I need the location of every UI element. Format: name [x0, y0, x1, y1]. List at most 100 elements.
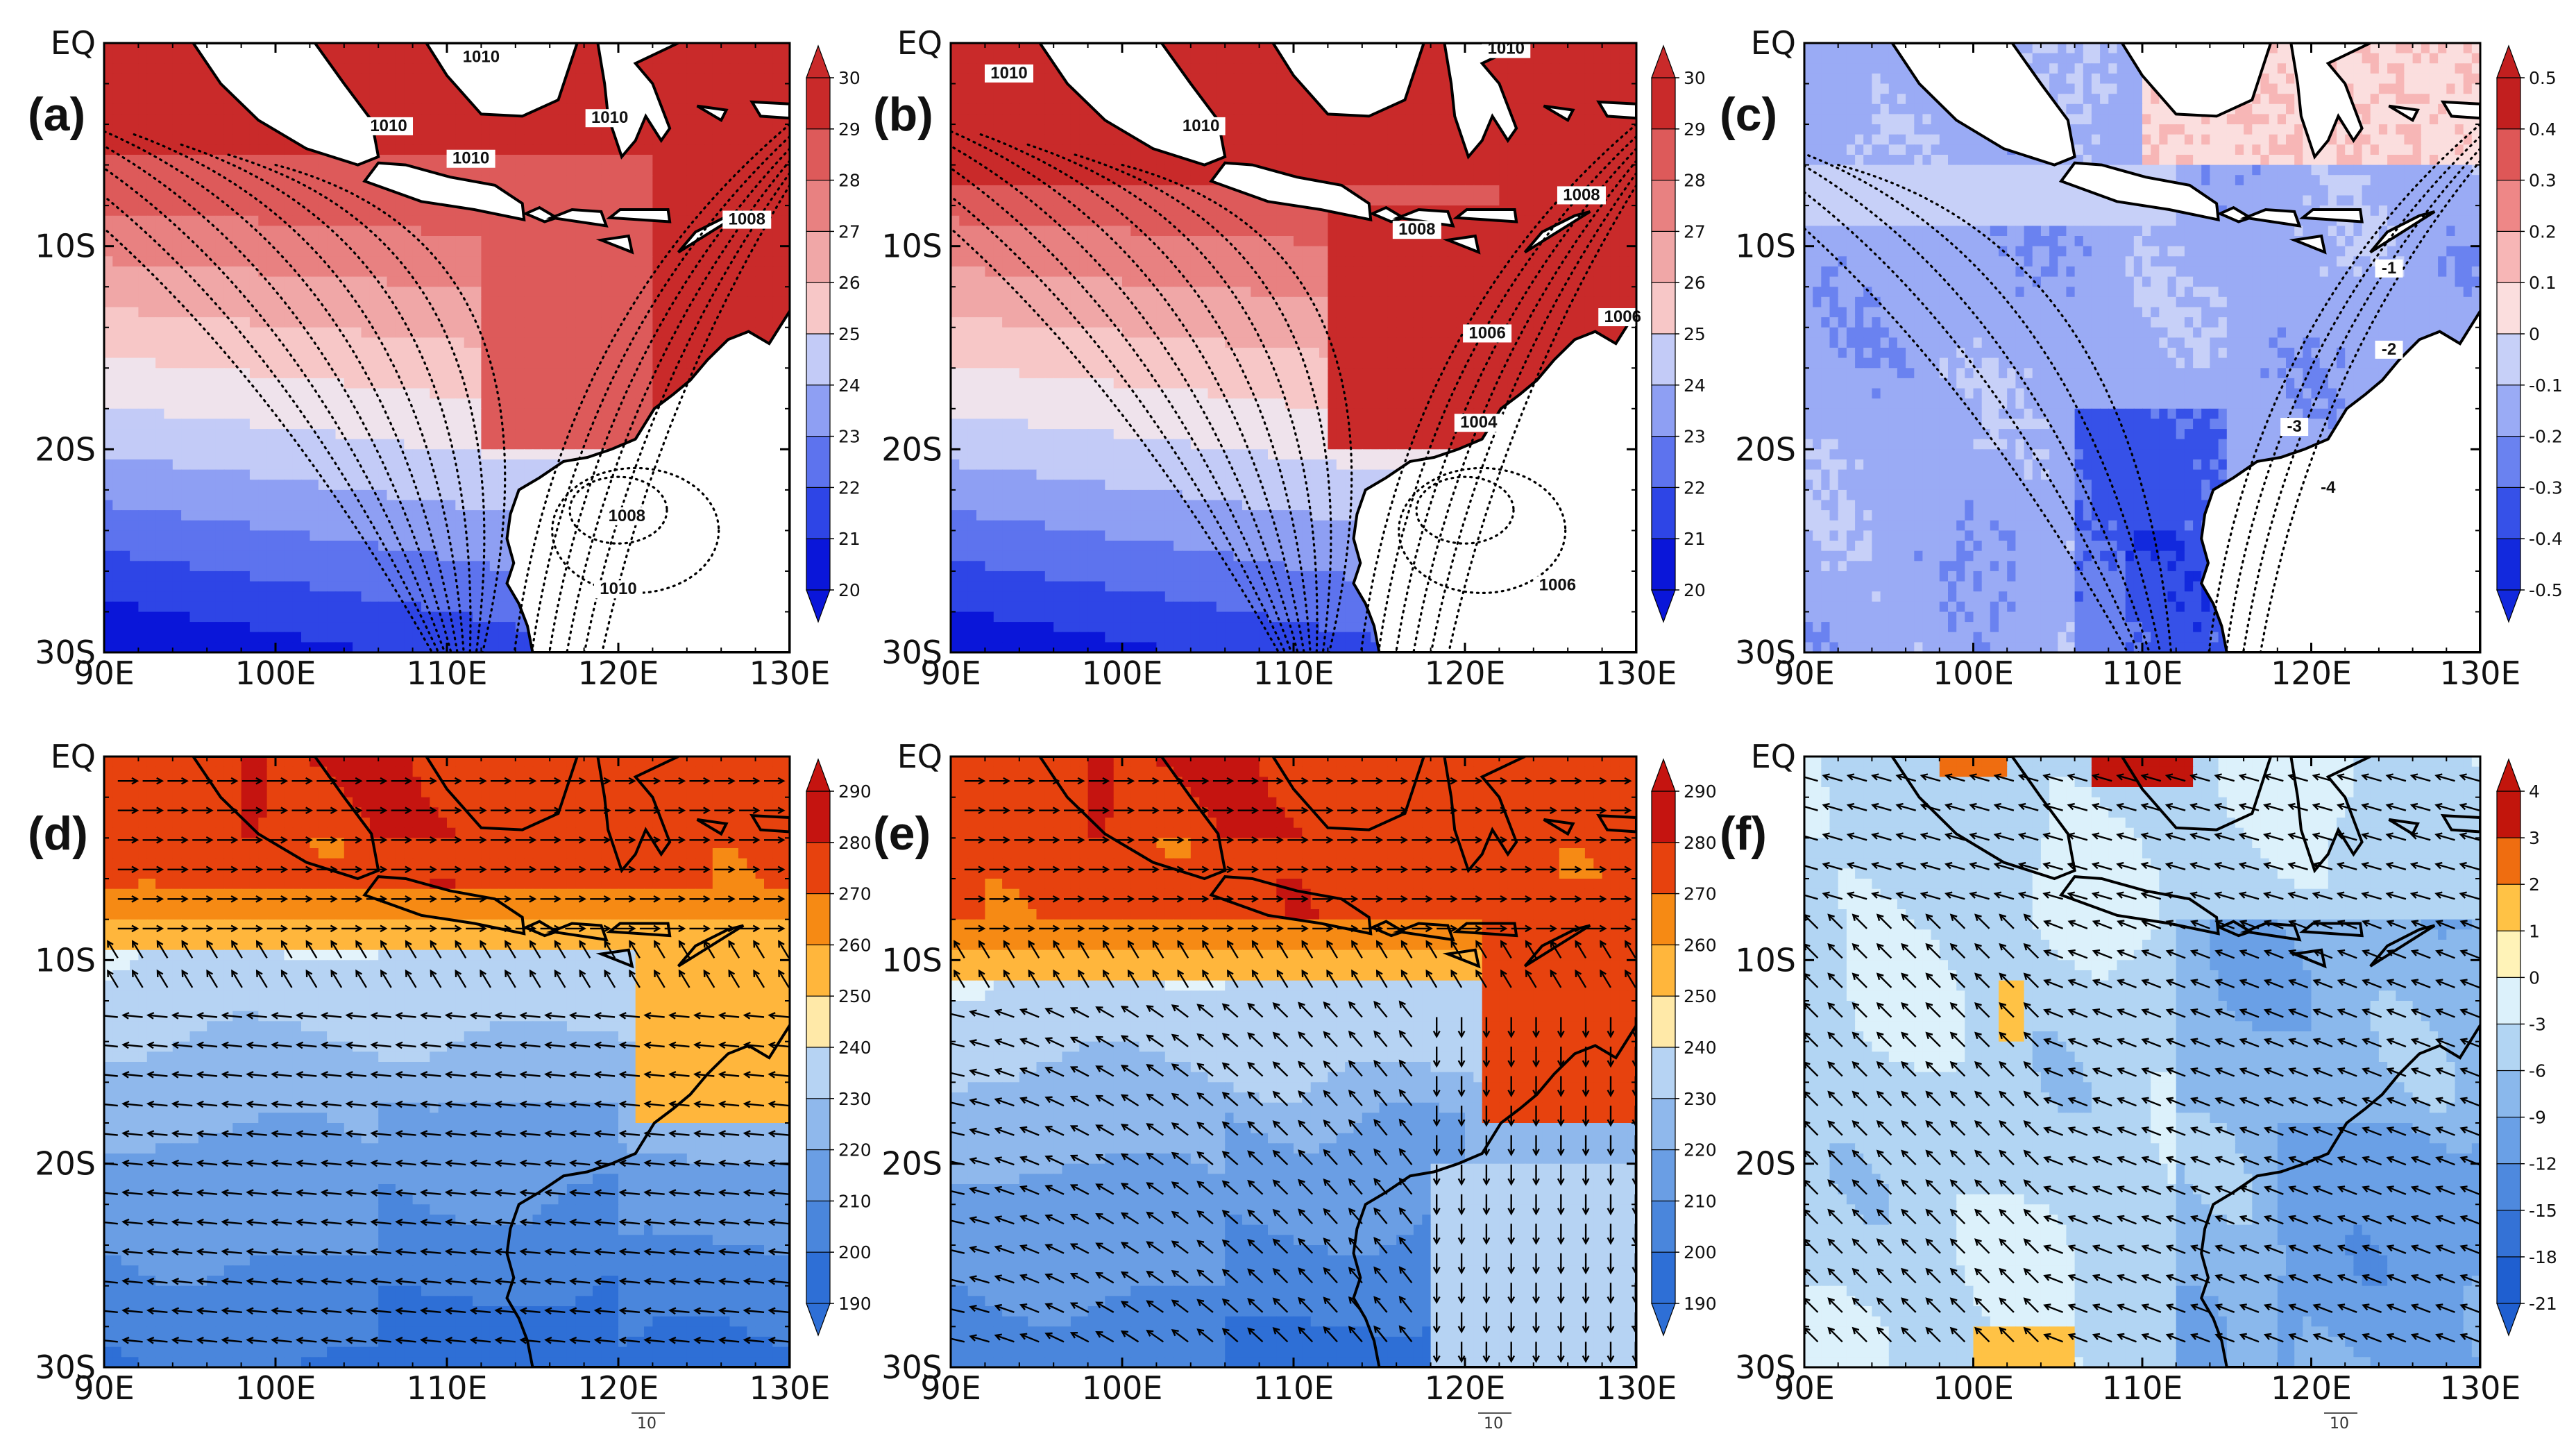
colorbar-segment: [1651, 230, 1676, 284]
colorbar-segment: [2496, 837, 2521, 886]
colorbar-label: 260: [838, 935, 872, 955]
island-6: [1523, 924, 1591, 967]
colorbar-segment: [1651, 128, 1676, 181]
colorbar-segment: [806, 1200, 831, 1253]
colorbar-label: 0: [2529, 324, 2540, 344]
colorbar-bottom-triangle: [806, 589, 831, 623]
lon-tick-label: 90E: [1774, 1369, 1835, 1407]
colorbar-segment: [2496, 385, 2521, 437]
colorbar: 30 29 28 27 26 25 24 23 22 21 20: [1651, 44, 1706, 623]
lat-tick-label: 30S: [881, 1349, 942, 1386]
lat-tick-label: EQ: [51, 738, 96, 775]
colorbar-bottom-triangle: [1651, 589, 1676, 623]
lon-tick-label: 110E: [407, 654, 488, 692]
colorbar-label: 0: [2529, 967, 2540, 988]
contour-label: 1008: [729, 210, 765, 229]
lat-tick-label: EQ: [1751, 24, 1796, 62]
colorbar-label: 190: [838, 1294, 872, 1314]
island-4: [1452, 922, 1518, 938]
colorbar-label: 0.5: [2529, 68, 2557, 88]
colorbar-segment: [1651, 893, 1676, 946]
colorbar-bottom-triangle: [2496, 1303, 2521, 1337]
colorbar-label: 25: [838, 324, 861, 344]
contour-label: 1010: [370, 117, 407, 135]
contour-label: 1010: [600, 580, 636, 598]
shaded-field: [104, 757, 790, 1367]
lat-tick-label: EQ: [51, 24, 96, 62]
lon-tick-label: 110E: [2102, 1369, 2183, 1407]
island-9: [1543, 104, 1575, 123]
colorbar-label: 210: [838, 1191, 872, 1211]
colorbar-label: 0.4: [2529, 119, 2557, 140]
colorbar-segment: [1651, 282, 1676, 335]
lat-tick-label: 30S: [1735, 634, 1796, 671]
colorbar-segment: [2496, 1210, 2521, 1258]
lat-tick-label: 20S: [1735, 430, 1796, 468]
colorbar-segment: [806, 230, 831, 284]
colorbar-segment: [2496, 1256, 2521, 1305]
panel-label: (f): [1720, 807, 1767, 860]
colorbar-segment: [2496, 77, 2521, 130]
colorbar-label: -0.5: [2529, 580, 2563, 600]
colorbar-label: -3: [2529, 1014, 2546, 1034]
colorbar-segment: [806, 282, 831, 335]
lon-tick-label: 100E: [1082, 654, 1163, 692]
colorbar-top-triangle: [806, 758, 831, 792]
australia-landmass: [505, 308, 790, 652]
colorbar-segment: [806, 128, 831, 181]
island-9: [2388, 818, 2420, 836]
island-6: [677, 924, 745, 967]
lon-tick-label: 120E: [2271, 654, 2352, 692]
colorbar-label: -21: [2529, 1294, 2557, 1314]
colorbar-label: 0.3: [2529, 171, 2557, 191]
australia-landmass: [505, 1022, 790, 1367]
colorbar-label: 22: [1684, 478, 1706, 498]
wind-vectors: [1804, 773, 2480, 1343]
island-0: [191, 43, 380, 167]
colorbar-segment: [806, 1149, 831, 1202]
coastlines: [191, 757, 790, 1367]
contour-label-bg: [1454, 414, 1503, 432]
colorbar-segment: [2496, 1117, 2521, 1165]
island-5: [1442, 234, 1481, 255]
australia-landmass: [1352, 308, 1636, 652]
colorbar-label: 3: [2529, 828, 2540, 848]
colorbar-segment: [1651, 435, 1676, 489]
lon-tick-label: 100E: [235, 654, 316, 692]
lat-tick-label: 30S: [881, 634, 942, 671]
panel-e: 10 90E 100E 110E 120E 130E EQ 10S 20S 30S (e) 290 28…: [873, 738, 1717, 1433]
colorbar-segment: [806, 1251, 831, 1305]
lat-tick-label: 10S: [35, 941, 96, 979]
colorbar: 290 280 270 260 250 240 230 220 210 200 190: [806, 758, 872, 1337]
lon-tick-label: 120E: [1425, 654, 1506, 692]
panel-label: (b): [873, 88, 933, 141]
colorbar-segment: [806, 893, 831, 946]
island-9: [2388, 104, 2420, 123]
contour-label: -3: [2287, 417, 2301, 436]
lat-tick-label: 10S: [35, 228, 96, 265]
lat-tick-label: 10S: [1735, 228, 1796, 265]
panel-d: 10 90E 100E 110E 120E 130E EQ 10S 20S 30S (d) 290 28…: [28, 738, 872, 1433]
island-1: [2058, 875, 2220, 936]
contour-label: 1006: [1604, 307, 1641, 326]
colorbar-segment: [2496, 884, 2521, 932]
contour-label-bg: [446, 149, 495, 168]
colorbar-label: 250: [1684, 986, 1717, 1006]
colorbar-label: 21: [1684, 529, 1706, 549]
lon-tick-label: 100E: [235, 1369, 316, 1407]
colorbar-segment: [2496, 1023, 2521, 1072]
contour-label-bg: [2375, 340, 2403, 359]
island-6: [1523, 210, 1591, 254]
lon-tick-label: 110E: [1253, 1369, 1334, 1407]
island-7: [2120, 757, 2273, 831]
island-8: [2289, 757, 2371, 874]
colorbar-segment: [806, 435, 831, 489]
lon-tick-label: 90E: [1774, 654, 1835, 692]
island-4: [1452, 208, 1518, 223]
colorbar-label: 28: [1684, 171, 1706, 191]
colorbar: 0.5 0.4 0.3 0.2 0.1 0 -0.1 -0.2 -0.3 -0.4 -0.5: [2496, 44, 2563, 623]
colorbar-segment: [1651, 487, 1676, 540]
coastlines: [1890, 757, 2480, 1367]
colorbar-bottom-triangle: [1651, 1303, 1676, 1337]
colorbar-top-triangle: [2496, 758, 2521, 792]
